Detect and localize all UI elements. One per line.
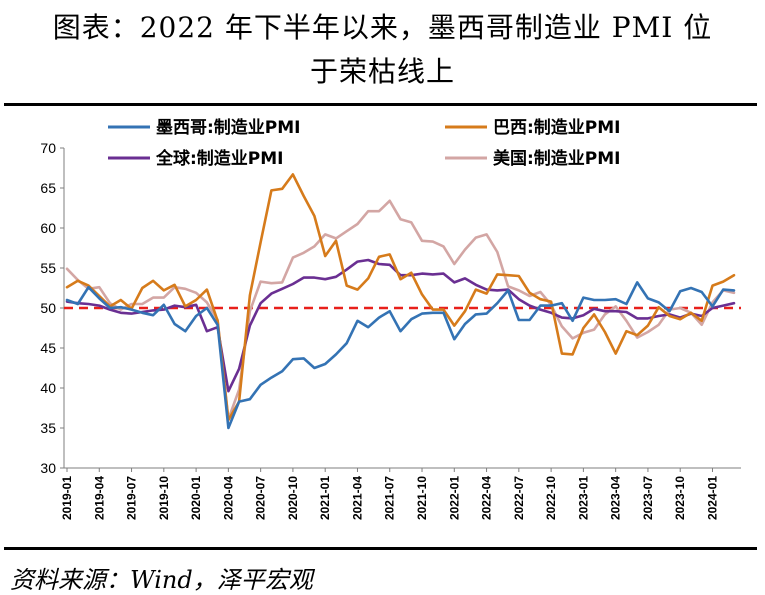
x-tick-label: 2020-10 xyxy=(286,476,300,520)
y-tick-label: 60 xyxy=(40,220,56,236)
source-note: 资料来源：Wind，泽平宏观 xyxy=(10,566,313,594)
x-tick-label: 2019-07 xyxy=(125,476,139,520)
bottom-rule xyxy=(4,547,757,550)
x-tick-label: 2021-07 xyxy=(383,476,397,520)
x-tick-label: 2021-01 xyxy=(318,476,332,520)
x-tick-label: 2023-07 xyxy=(641,476,655,520)
y-tick-label: 70 xyxy=(40,140,56,156)
x-tick-label: 2022-10 xyxy=(544,476,558,520)
y-tick-label: 65 xyxy=(40,180,56,196)
x-tick-label: 2019-01 xyxy=(60,476,74,520)
series-line-brazil xyxy=(65,173,736,422)
legend-label: 巴西:制造业PMI xyxy=(493,117,621,138)
title-line-1: 图表：2022 年下半年以来，墨西哥制造业 PMI 位 xyxy=(52,11,713,44)
y-tick-label: 30 xyxy=(40,460,56,476)
legend-label: 全球:制造业PMI xyxy=(155,148,284,169)
x-tick-label: 2023-01 xyxy=(576,476,590,520)
x-tick-label: 2019-10 xyxy=(157,476,171,520)
y-tick-label: 35 xyxy=(40,420,56,436)
x-tick-label: 2020-07 xyxy=(254,476,268,520)
y-tick-label: 45 xyxy=(40,340,56,356)
chart-title: 图表：2022 年下半年以来，墨西哥制造业 PMI 位 于荣枯线上 xyxy=(0,6,765,94)
x-tick-label: 2024-01 xyxy=(705,476,719,520)
series-line-global xyxy=(65,258,736,393)
x-tick-label: 2020-04 xyxy=(221,476,235,520)
x-tick-label: 2021-04 xyxy=(350,476,364,520)
legend-label: 墨西哥:制造业PMI xyxy=(156,117,301,138)
x-tick-label: 2019-04 xyxy=(92,476,106,520)
x-tick-label: 2022-07 xyxy=(512,476,526,520)
series-line-mexico xyxy=(65,281,736,430)
y-tick-label: 55 xyxy=(40,260,56,276)
x-tick-label: 2022-04 xyxy=(480,476,494,520)
top-rule xyxy=(4,103,757,106)
x-tick-label: 2022-01 xyxy=(447,476,461,520)
x-tick-label: 2023-10 xyxy=(673,476,687,520)
legend-label: 美国:制造业PMI xyxy=(493,148,621,169)
x-tick-label: 2023-04 xyxy=(609,476,623,520)
x-tick-label: 2020-01 xyxy=(189,476,203,520)
title-line-2: 于荣枯线上 xyxy=(309,55,455,88)
y-tick-label: 50 xyxy=(40,300,56,316)
y-tick-label: 40 xyxy=(40,380,56,396)
x-tick-label: 2021-10 xyxy=(415,476,429,520)
series-line-us xyxy=(65,199,736,421)
